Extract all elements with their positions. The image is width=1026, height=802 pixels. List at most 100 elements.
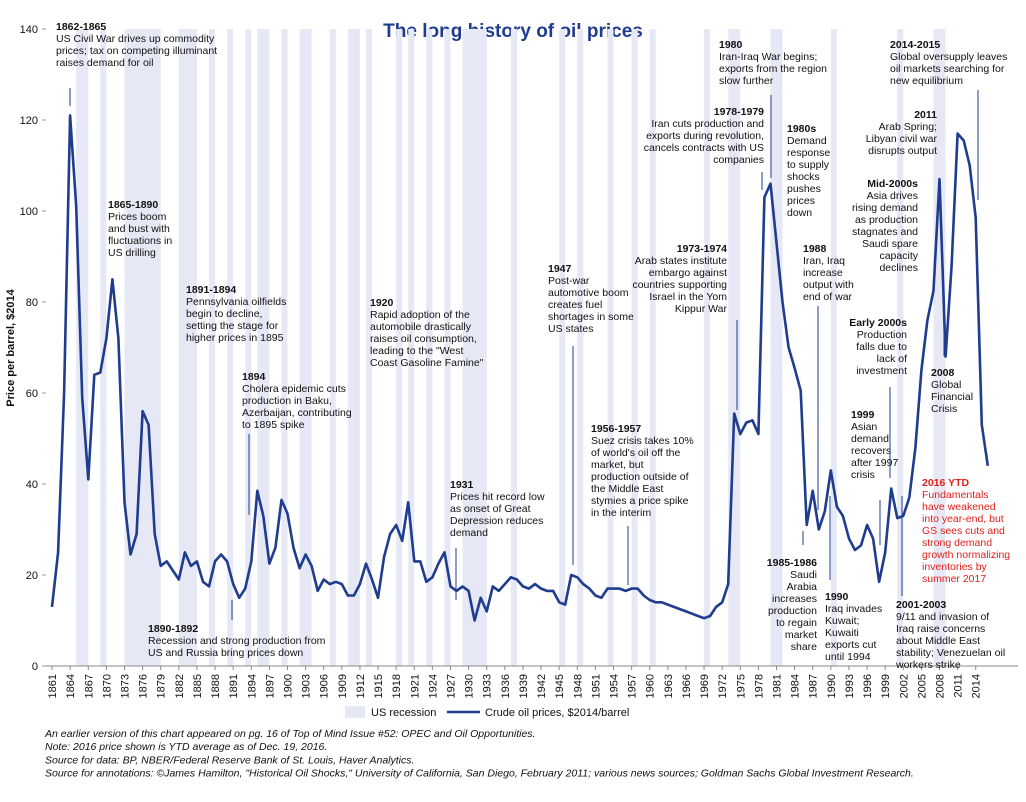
annotation-text: output with: [803, 279, 854, 291]
annotation-text: automobile drastically: [370, 321, 472, 333]
annotation-text: Cholera epidemic cuts: [242, 383, 346, 395]
x-tick-label: 1957: [627, 674, 639, 698]
annotation-text: Global oversupply leaves: [890, 51, 1007, 63]
annotation-text: slow further: [719, 75, 774, 87]
annotation-text: Crisis: [931, 403, 957, 415]
annotation-text: crisis: [851, 469, 875, 481]
annotation-text: Iran-Iraq War begins;: [719, 51, 817, 63]
annotation-text: to supply: [787, 159, 830, 171]
annotation-title: 1980: [719, 39, 743, 51]
annotation-text: Kuwaiti: [825, 627, 859, 639]
annotation-text: GS sees cuts and: [922, 525, 1005, 537]
annotation-text: lack of: [877, 353, 907, 365]
annotation-text: stymies a price spike: [591, 495, 689, 507]
annotation-text: Production: [857, 329, 907, 341]
annotation-text: Iran, Iraq: [803, 255, 845, 267]
annotation-text: demand: [450, 527, 488, 539]
annotation-text: to regain: [776, 617, 817, 629]
annotation-text: Arab states institute: [635, 255, 727, 267]
recession-bar: [577, 29, 584, 666]
annotation-text: in the interim: [591, 507, 651, 519]
annotation-text: as production: [855, 214, 918, 226]
annotation-text: increase: [803, 267, 843, 279]
annotation-title: Early 2000s: [849, 317, 907, 329]
x-tick-label: 1915: [373, 674, 385, 698]
x-tick-label: 1924: [427, 674, 439, 698]
annotation-text: oil markets searching for: [890, 63, 1005, 75]
annotation-text: down: [787, 207, 812, 219]
annotation-text: US and Russia bring prices down: [148, 647, 303, 659]
annotation-text: pushes: [787, 183, 821, 195]
annotation-title: 1980s: [787, 123, 816, 135]
annotation-text: Depression reduces: [450, 515, 543, 527]
annotation-text: countries supporting: [632, 279, 727, 291]
annotation-text: exports from the region: [719, 63, 827, 75]
annotation-text: stagnates and: [852, 226, 918, 238]
annotation-text: as onset of Great: [450, 503, 531, 515]
annotation-title: 2014-2015: [890, 39, 940, 51]
x-tick-label: 1900: [282, 674, 294, 698]
annotation-text: after 1997: [851, 457, 898, 469]
annotation-text: Azerbaijan, contributing: [242, 407, 352, 419]
annotation-text: production: [768, 605, 817, 617]
annotation-text: stability; Venezuelan oil: [896, 647, 1005, 659]
recession-bar: [649, 29, 656, 666]
annotation-text: share: [791, 641, 817, 653]
annotation-text: growth normalizing: [922, 549, 1010, 561]
x-tick-label: 1879: [156, 674, 168, 698]
annotation-text: Libyan civil war: [866, 133, 938, 145]
recession-bar: [329, 29, 336, 666]
annotation-text: Prices boom: [108, 211, 167, 223]
annotation-text: of world's oil off the: [591, 447, 681, 459]
annotation-title: 2001-2003: [896, 599, 946, 611]
recession-bar: [408, 29, 415, 666]
annotation-text: investment: [856, 365, 907, 377]
x-tick-label: 1975: [735, 674, 747, 698]
annotation-text: prices: [787, 195, 815, 207]
x-tick-label: 1861: [47, 674, 59, 698]
annotation-text: the Middle East: [591, 483, 663, 495]
y-tick-label: 60: [26, 388, 38, 400]
annotation-title: 1891-1894: [186, 284, 236, 296]
annotation-title: 1988: [803, 243, 827, 255]
recession-bar: [462, 29, 487, 666]
x-tick-label: 2005: [916, 674, 928, 698]
annotation-text: begin to decline,: [186, 308, 262, 320]
annotation-text: Demand: [787, 135, 827, 147]
annotation-text: cancels contracts with US: [644, 142, 764, 154]
annotation-text: Iraq raise concerns: [896, 623, 985, 635]
recession-bar: [426, 29, 433, 666]
x-tick-label: 1936: [500, 674, 512, 698]
legend-label: Crude oil prices, $2014/barrel: [485, 707, 629, 719]
annotation-text: creates fuel: [548, 299, 602, 311]
footnote: Note: 2016 price shown is YTD average as…: [45, 741, 327, 753]
x-tick-label: 1984: [790, 674, 802, 698]
annotation-text: 9/11 and invasion of: [896, 611, 989, 623]
annotation-title: 1931: [450, 479, 474, 491]
x-tick-label: 1960: [645, 674, 657, 698]
annotation-title: 2016 YTD: [922, 477, 970, 489]
annotation-text: Financial: [931, 391, 973, 403]
annotation-text: strong demand: [922, 537, 992, 549]
annotation-text: raises demand for oil: [56, 57, 153, 69]
annotation-text: summer 2017: [922, 573, 986, 585]
annotation-text: production outside of: [591, 471, 689, 483]
x-tick-label: 2011: [953, 674, 965, 698]
recession-bar: [281, 29, 288, 666]
x-tick-label: 1906: [319, 674, 331, 698]
annotation-text: disrupts output: [868, 145, 937, 157]
annotation: 1985-1986SaudiArabiaincreasesproductiont…: [767, 531, 817, 653]
recession-bar: [830, 29, 837, 666]
x-tick-label: 1897: [264, 674, 276, 698]
y-tick-label: 120: [20, 115, 38, 127]
